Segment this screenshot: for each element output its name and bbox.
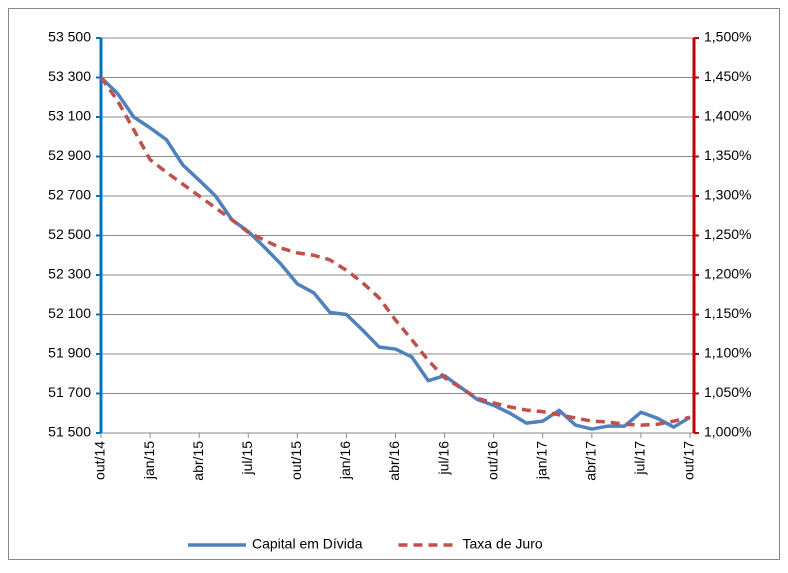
y-tick-label: 51 900: [48, 345, 91, 361]
y2-tick-label: 1,450%: [704, 68, 751, 84]
x-tick-label: out/15: [288, 441, 304, 480]
x-tick-label: jan/17: [533, 441, 549, 480]
legend-label: Capital em Dívida: [252, 536, 363, 552]
y-tick-label: 52 700: [48, 187, 91, 203]
x-tick-label: jan/16: [337, 441, 353, 480]
y2-tick-label: 1,250%: [704, 226, 751, 242]
x-tick-label: out/14: [92, 441, 108, 480]
legend-label: Taxa de Juro: [463, 536, 543, 552]
x-tick-label: jul/15: [239, 441, 255, 476]
y2-tick-label: 1,350%: [704, 147, 751, 163]
y2-tick-label: 1,400%: [704, 108, 751, 124]
y-tick-label: 52 300: [48, 266, 91, 282]
y2-tick-label: 1,050%: [704, 384, 751, 400]
x-tick-label: jul/17: [632, 441, 648, 476]
y2-tick-label: 1,100%: [704, 345, 751, 361]
x-tick-label: out/16: [484, 441, 500, 480]
series-line: [99, 76, 691, 431]
y-tick-label: 52 900: [48, 147, 91, 163]
x-tick-label: jul/16: [435, 441, 451, 476]
x-tick-label: out/17: [681, 441, 697, 480]
y2-tick-label: 1,300%: [704, 187, 751, 203]
chart-frame: [8, 8, 780, 560]
y-tick-label: 52 500: [48, 226, 91, 242]
y-tick-label: 53 300: [48, 68, 91, 84]
y-tick-label: 51 500: [48, 424, 91, 440]
y-tick-label: 53 100: [48, 108, 91, 124]
y-tick-label: 51 700: [48, 384, 91, 400]
y-tick-label: 53 500: [48, 29, 91, 45]
y2-tick-label: 1,200%: [704, 266, 751, 282]
y2-tick-label: 1,150%: [704, 305, 751, 321]
x-tick-label: jan/15: [141, 441, 157, 480]
y2-tick-label: 1,000%: [704, 424, 751, 440]
y2-tick-label: 1,500%: [704, 29, 751, 45]
x-tick-label: abr/17: [583, 441, 599, 481]
x-tick-label: abr/15: [190, 441, 206, 481]
y-tick-label: 52 100: [48, 305, 91, 321]
series-line: [99, 76, 691, 427]
x-tick-label: abr/16: [386, 441, 402, 481]
